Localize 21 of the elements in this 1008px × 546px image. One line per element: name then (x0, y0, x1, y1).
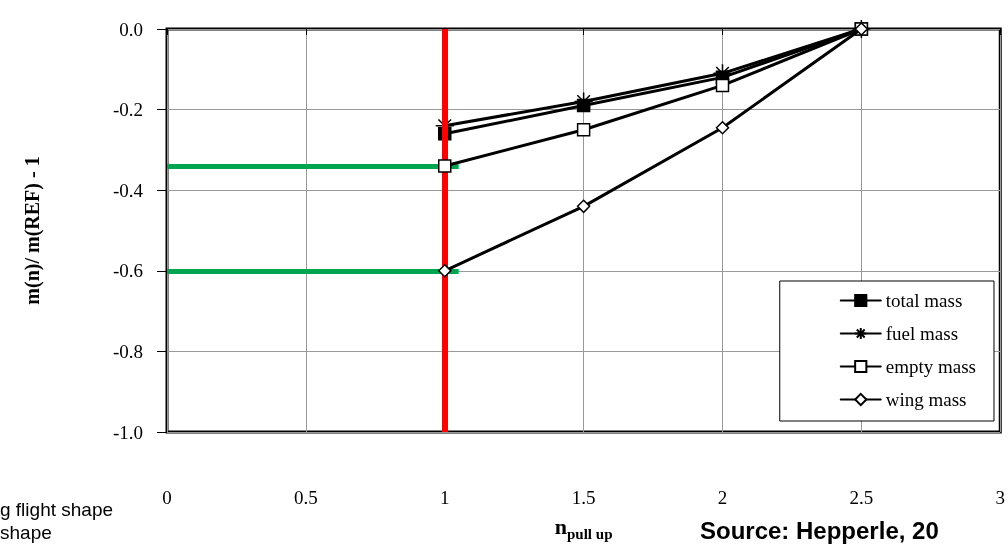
text: shape (0, 522, 52, 543)
y-tick-label: 0.0 (119, 18, 143, 40)
legend-label: fuel mass (885, 323, 959, 344)
source-note: Source: Hepperle, 20 (700, 516, 939, 544)
x-tick-label: 1 (440, 487, 450, 508)
y-tick-label: -1.0 (112, 421, 143, 443)
x-tick-label: 0 (162, 487, 172, 508)
y-tick-label: -0.8 (112, 340, 143, 362)
x-tick-label: 3 (995, 487, 1005, 508)
legend-label: wing mass (885, 389, 967, 410)
x-tick-label: 2.5 (849, 487, 874, 508)
x-tick-label: 2 (717, 487, 728, 508)
legend-label: empty mass (885, 356, 977, 377)
y-tick-label: -0.6 (112, 260, 143, 282)
legend-label: total mass (885, 290, 963, 311)
y-axis-title: m(n)/ m(REF) - 1 (21, 156, 44, 305)
x-tick-label: 0.5 (294, 487, 318, 508)
y-tick-label: -0.2 (112, 99, 143, 121)
text: g flight shape (0, 499, 114, 520)
x-tick-label: 1.5 (571, 487, 596, 508)
y-tick-label: -0.4 (112, 179, 144, 201)
